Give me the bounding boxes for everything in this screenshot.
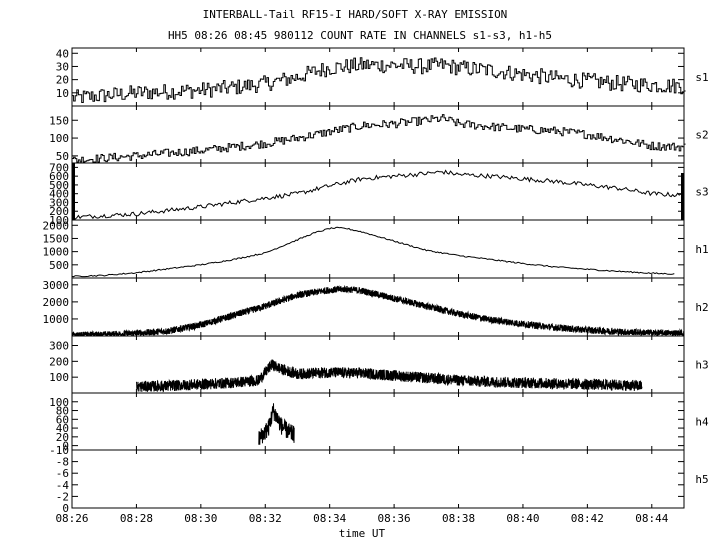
ytick-label-s3: 300: [49, 196, 69, 209]
ytick-label-h4: 0: [62, 440, 69, 453]
ytick-label-h2: 2000: [43, 296, 70, 309]
xtick-label: 08:40: [506, 512, 539, 525]
panel-label-h2: h2: [695, 301, 708, 314]
x-axis-label: time UT: [339, 527, 386, 540]
xtick-label: 08:32: [249, 512, 282, 525]
ytick-label-s3: 100: [49, 214, 69, 227]
panel-label-s3: s3: [695, 186, 708, 199]
ytick-label-h5: -2: [56, 490, 69, 503]
ytick-label-s1: 30: [56, 60, 69, 73]
xtick-label: 08:38: [442, 512, 475, 525]
ytick-label-s1: 10: [56, 87, 69, 100]
series-line-h3: [135, 359, 643, 393]
ytick-label-h4: 40: [56, 422, 69, 435]
ytick-label-h1: 1500: [43, 232, 70, 245]
ytick-label-h4: 20: [56, 431, 69, 444]
series-line-h4: [258, 403, 295, 445]
panel-label-s2: s2: [695, 129, 708, 142]
ytick-label-h1: 1000: [43, 246, 70, 259]
chart-title: INTERBALL-Tail RF15-I HARD/SOFT X-RAY EM…: [202, 8, 508, 21]
series-edge-s3-right: [681, 173, 684, 220]
panel-frame-s3: [71, 162, 685, 221]
series-line-s3: [71, 169, 685, 220]
chart-subtitle: HH5 08:26 08:45 980112 COUNT RATE IN CHA…: [167, 29, 553, 42]
series-line-h2: [71, 284, 685, 337]
ytick-label-h3: 200: [49, 355, 69, 368]
ytick-label-s3: 400: [49, 188, 69, 201]
ytick-label-h2: 1000: [43, 313, 70, 326]
panel-label-h4: h4: [695, 416, 709, 429]
ytick-label-h3: 100: [49, 371, 69, 384]
ytick-label-h5: -8: [56, 456, 69, 469]
series-line-h1: [71, 226, 675, 278]
ytick-label-h5: 0: [62, 502, 69, 515]
xtick-label: 08:28: [120, 512, 153, 525]
xtick-label: 08:30: [184, 512, 217, 525]
xtick-label: 08:42: [571, 512, 604, 525]
panel-label-h1: h1: [695, 243, 708, 256]
ytick-label-h5: -4: [56, 479, 70, 492]
ytick-label-h1: 500: [49, 259, 69, 272]
ytick-label-h4: 60: [56, 413, 69, 426]
panel-label-h3: h3: [695, 359, 708, 372]
ytick-label-s2: 100: [49, 132, 69, 145]
ytick-label-h2: 3000: [43, 279, 70, 292]
ytick-label-s3: 200: [49, 205, 69, 218]
ytick-label-h1: 2000: [43, 219, 70, 232]
ytick-label-s2: 150: [49, 114, 69, 127]
ytick-label-h4: 80: [56, 405, 69, 418]
ytick-label-h3: 300: [49, 340, 69, 353]
ytick-label-h5: -6: [56, 467, 69, 480]
panel-label-h5: h5: [695, 473, 708, 486]
ytick-label-s1: 40: [56, 47, 69, 60]
xtick-label: 08:36: [378, 512, 411, 525]
panel-frame-h5: [71, 449, 685, 509]
ytick-label-h4: 100: [49, 396, 69, 409]
xtick-label: 08:44: [635, 512, 668, 525]
ytick-label-s3: 500: [49, 179, 69, 192]
series-line-s1: [72, 57, 686, 103]
panel-frame-h4: [71, 392, 685, 451]
series-edge-s3-left: [72, 163, 75, 220]
xtick-label: 08:34: [313, 512, 346, 525]
ytick-label-h4: -10: [49, 444, 69, 457]
ytick-label-s1: 20: [56, 74, 69, 87]
series-line-s2: [72, 114, 686, 163]
ytick-label-s3: 700: [49, 161, 69, 174]
ytick-label-s3: 600: [49, 170, 69, 183]
xtick-label: 08:26: [55, 512, 88, 525]
ytick-label-s2: 50: [56, 150, 69, 163]
panel-label-s1: s1: [695, 71, 708, 84]
